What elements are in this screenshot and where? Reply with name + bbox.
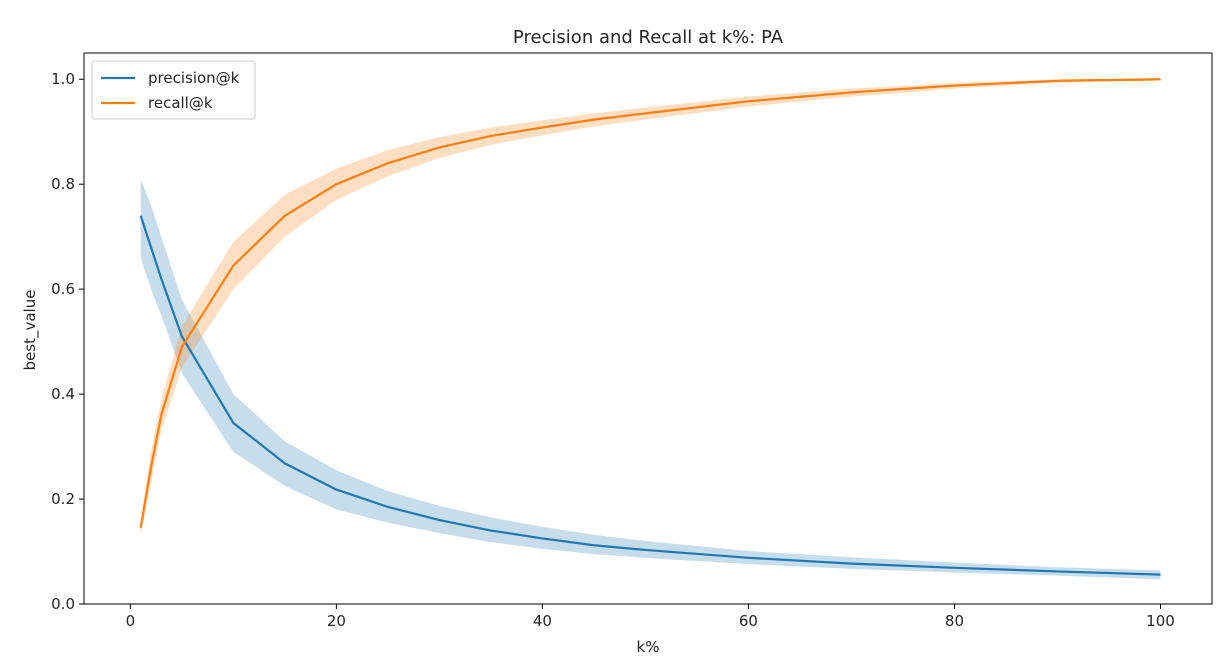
- legend: precision@k recall@k: [91, 60, 256, 120]
- y-axis-label: best_value: [21, 290, 40, 371]
- x-tick-label: 100: [1146, 612, 1175, 630]
- y-tick-label: 1.0: [51, 70, 75, 88]
- series-lines: [139, 78, 1161, 576]
- y-tick-label: 0.4: [51, 385, 75, 403]
- y-tick-label: 0.6: [51, 280, 75, 298]
- x-tick-label: 80: [945, 612, 964, 630]
- x-axis-label: k%: [637, 638, 660, 656]
- y-tick-label: 0.0: [51, 595, 75, 613]
- x-tick-label: 40: [533, 612, 552, 630]
- legend-box: [91, 60, 256, 120]
- y-axis-ticks: 0.0 0.2 0.4 0.6 0.8 1.0: [51, 70, 84, 613]
- y-tick-label: 0.2: [51, 490, 75, 508]
- x-tick-label: 60: [739, 612, 758, 630]
- precision-k-legend-label: precision@k: [148, 69, 240, 87]
- chart-title: Precision and Recall at k%: PA: [513, 27, 784, 48]
- x-tick-label: 20: [327, 612, 346, 630]
- y-tick-label: 0.8: [51, 175, 75, 193]
- plot-frame: [83, 52, 1213, 605]
- recall-k-line: [139, 78, 1161, 529]
- recall-k-legend-label: recall@k: [148, 94, 213, 112]
- x-axis-ticks: 0 20 40 60 80 100: [126, 604, 1175, 630]
- x-tick-label: 0: [126, 612, 136, 630]
- precision-k-line: [139, 215, 1161, 576]
- precision-k-confidence-band: [140, 178, 1161, 580]
- confidence-bands: [140, 78, 1161, 580]
